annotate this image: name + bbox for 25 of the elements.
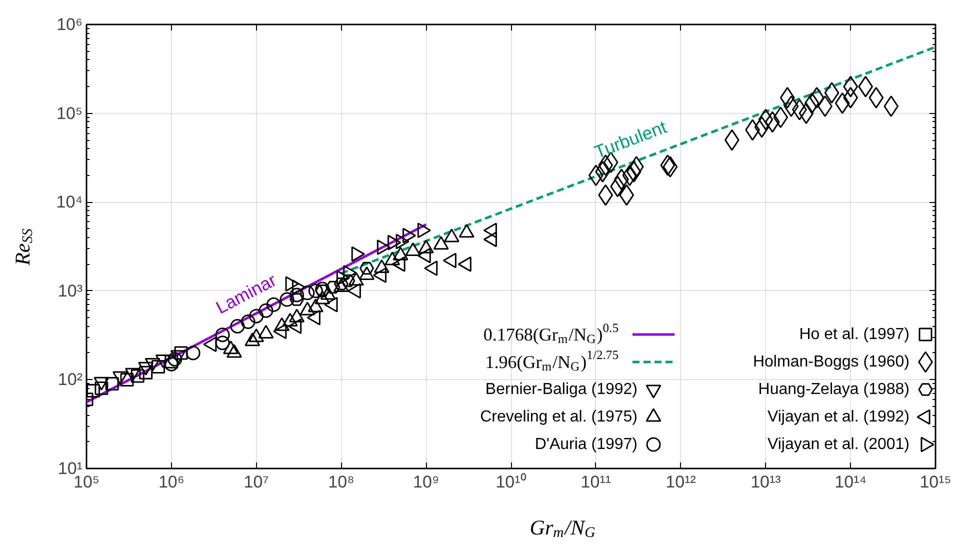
y-axis-title: ReSS xyxy=(10,228,36,266)
y-tick-label: 10⁵ xyxy=(56,104,83,123)
legend-label: D'Auria (1997) xyxy=(534,436,638,453)
x-tick-label: 10¹⁴ xyxy=(834,472,867,492)
legend-label: Vijayan et al. (1992) xyxy=(767,408,910,426)
x-tick-label: 10¹¹ xyxy=(580,472,612,492)
x-tick-label: 10⁵ xyxy=(74,472,100,492)
y-tick-label: 10⁴ xyxy=(56,192,83,212)
legend-label: Creveling et al. (1975) xyxy=(480,408,638,426)
x-tick-label: 10¹² xyxy=(666,472,696,492)
x-tick-label: 10¹³ xyxy=(750,472,782,492)
legend-label: Ho et al. (1997) xyxy=(799,326,910,343)
x-tick-label: 10⁷ xyxy=(244,472,269,492)
legend-label: Holman-Boggs (1960) xyxy=(752,354,910,370)
x-tick-label: 10⁹ xyxy=(413,472,440,492)
x-tick-label: 10¹⁵ xyxy=(920,472,952,492)
y-tick-label: 10³ xyxy=(58,281,83,300)
legend-label: Vijayan et al. (2001) xyxy=(767,436,910,453)
legend-label: Huang-Zelaya (1988) xyxy=(758,381,910,398)
x-tick-label: 10⁸ xyxy=(328,472,354,492)
x-tick-label: 10⁶ xyxy=(158,472,184,492)
y-tick-label: 10⁶ xyxy=(56,15,83,34)
y-tick-label: 10² xyxy=(58,370,83,390)
legend-label: Bernier-Baliga (1992) xyxy=(485,381,638,398)
x-tick-label: 10¹⁰ xyxy=(496,472,526,492)
